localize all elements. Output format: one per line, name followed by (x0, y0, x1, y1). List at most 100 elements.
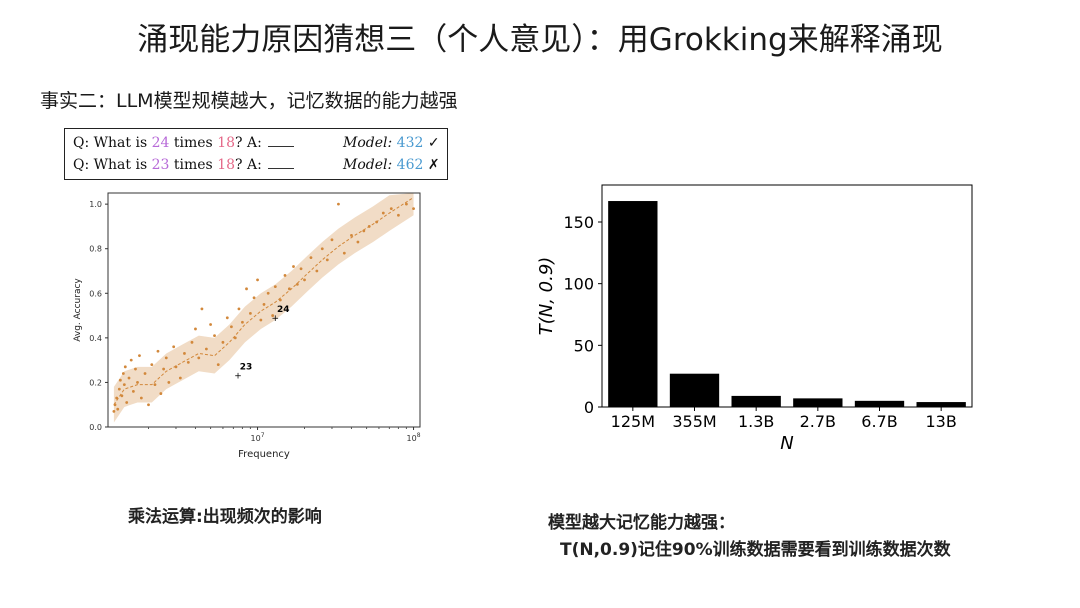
scatter-point (174, 365, 178, 369)
annotation-marker: + (272, 314, 280, 324)
scatter-point (287, 287, 291, 291)
scatter-point (397, 213, 400, 217)
scatter-point (299, 267, 303, 271)
qa-line-2: Q: What is 23 times 18? A: Model: 462 ✗ (73, 155, 440, 175)
scatter-point (330, 238, 334, 242)
scatter-point (230, 325, 233, 329)
annotations: +24+23 (234, 305, 289, 382)
y-tick-label: 0.6 (89, 289, 102, 298)
scatter-point (295, 282, 299, 286)
scatter-point (167, 381, 171, 384)
scatter-point (389, 207, 393, 210)
model-value: 462 (396, 157, 424, 173)
x-tick-label: 13B (925, 412, 956, 431)
scatter-point (194, 327, 197, 331)
scatter-point (136, 381, 139, 384)
x-tick-label: 108 (407, 432, 421, 443)
qa-example-box: Q: What is 24 times 18? A: Model: 432 ✓ … (64, 128, 448, 180)
scatter-point (138, 354, 141, 358)
scatter-point (342, 251, 346, 255)
scatter-point (125, 401, 129, 404)
scatter-point (131, 389, 135, 393)
scatter-point (162, 367, 166, 371)
qa-times: times (173, 135, 213, 151)
scatter-point (259, 318, 263, 322)
scatter-point (241, 320, 244, 324)
scatter-point (271, 314, 275, 317)
answer-blank (268, 136, 295, 147)
bar (669, 373, 720, 407)
annotation-label: 24 (277, 305, 290, 315)
slide-title: 涌现能力原因猜想三（个人意见）：用Grokking来解释涌现 (137, 22, 943, 58)
check-mark-icon: ✓ (427, 135, 440, 151)
scatter-point (117, 387, 121, 391)
trend-line (113, 197, 414, 405)
x-tick-label: 6.7B (861, 412, 897, 431)
scatter-point (127, 376, 131, 380)
scatter-point (356, 240, 360, 244)
memorization-bar-chart: 125M 355M 1.3B 2.7B 6.7B 13B 0 50 100 150 N T(N, … (536, 184, 973, 454)
y-tick-label: 50 (574, 336, 594, 355)
scatter-point (129, 358, 133, 362)
scatter-point (221, 340, 225, 344)
model-label: Model: (343, 135, 393, 151)
scatter-point (367, 225, 371, 228)
y-tick-label: 100 (563, 275, 594, 294)
scatter-point (256, 278, 259, 282)
y-tick-label: 0.2 (89, 378, 102, 387)
scatter-point (283, 274, 287, 277)
confidence-band-area (113, 193, 414, 423)
x-tick-exponent: 8 (417, 432, 421, 439)
qa-operand-a: 24 (151, 135, 170, 151)
scatter-point (412, 207, 415, 210)
scatter-point (262, 303, 266, 306)
y-axis-label: T(N, 0.9) (536, 257, 557, 336)
scatter-point (292, 265, 295, 268)
scatter-point (381, 211, 385, 215)
scatter-point (273, 285, 277, 288)
qa-answer-prompt: ? A: (235, 157, 262, 173)
plot-frame (601, 184, 973, 408)
scatter-point (183, 352, 186, 355)
scatter-point (216, 363, 220, 366)
x-tick-label: 2.7B (800, 412, 836, 431)
x-tick-label: 125M (611, 412, 655, 431)
scatter-point (350, 233, 353, 237)
scatter-point (320, 247, 324, 251)
scatter-point (178, 376, 182, 380)
scatter-point (120, 394, 124, 398)
annotation-label: 23 (240, 363, 253, 373)
x-axis-label: Frequency (238, 449, 290, 460)
y-tick-label: 0 (584, 398, 594, 417)
scatter-point (213, 334, 216, 338)
scatter-point (156, 349, 160, 353)
scatter-point (233, 336, 237, 340)
left-caption: 乘法运算:出现频次的影响 (128, 507, 322, 527)
fact-subtitle: 事实二：LLM模型规模越大，记忆数据的能力越强 (40, 90, 458, 112)
scatter-point (197, 356, 201, 360)
scatter-point (147, 403, 150, 407)
model-label: Model: (343, 157, 393, 173)
scatter-point (303, 278, 306, 282)
scatter-point (186, 360, 190, 364)
scatter-point (164, 356, 168, 360)
x-axis-label: N (780, 433, 793, 454)
bar (608, 201, 658, 407)
scatter-point (121, 372, 125, 375)
qa-answer-prompt: ? A: (235, 135, 262, 151)
scatter-point (139, 396, 143, 400)
qa-times: times (173, 157, 213, 173)
x-tick-exponent: 7 (261, 432, 265, 439)
scatter-point (337, 202, 340, 206)
scatter-point (112, 410, 116, 413)
right-caption-line-2: T(N,0.9)记住90%训练数据需要看到训练数据次数 (560, 540, 951, 560)
x-tick-label: 1.3B (738, 412, 774, 431)
axes: 125M 355M 1.3B 2.7B 6.7B 13B 0 50 100 150 (563, 213, 956, 431)
scatter-point (190, 340, 194, 344)
bars (608, 201, 966, 407)
scatter-point (116, 407, 120, 411)
y-axis-label: Avg. Accuracy (73, 278, 83, 342)
scatter-point (200, 307, 204, 311)
bar (854, 400, 905, 407)
qa-operand-b: 18 (217, 135, 236, 151)
